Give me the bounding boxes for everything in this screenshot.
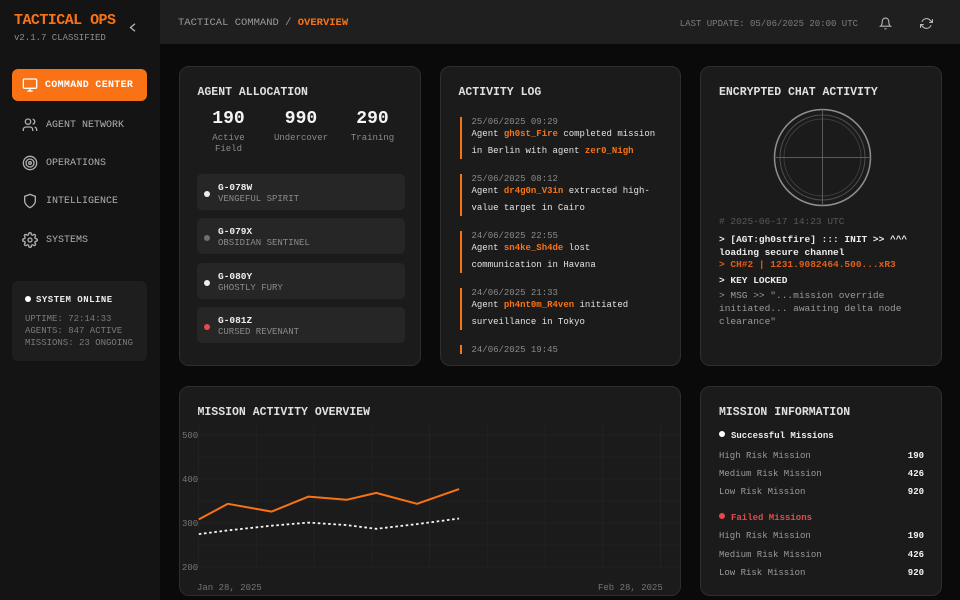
svg-text:200: 200	[182, 563, 198, 573]
svg-text:500: 500	[182, 431, 198, 441]
svg-text:300: 300	[182, 519, 198, 529]
svg-text:Jan 28, 2025: Jan 28, 2025	[197, 583, 262, 593]
svg-text:Feb 28, 2025: Feb 28, 2025	[598, 583, 663, 593]
svg-text:400: 400	[182, 475, 198, 485]
